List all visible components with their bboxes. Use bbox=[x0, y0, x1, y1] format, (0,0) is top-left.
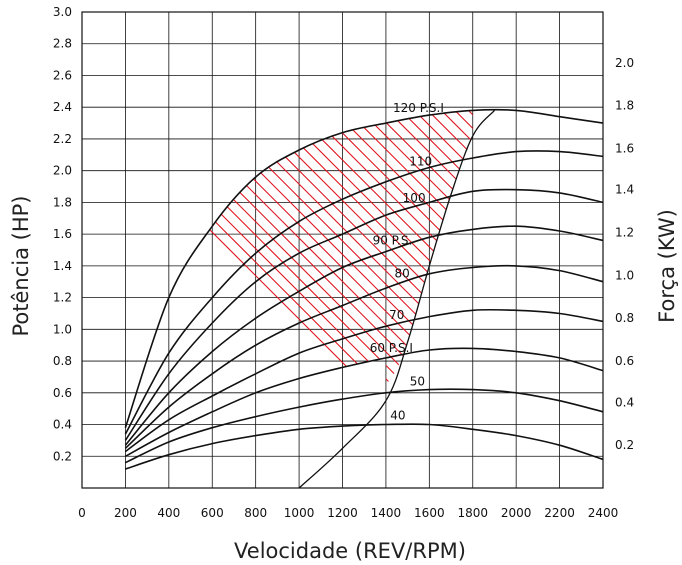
x-axis-title: Velocidade (REV/RPM) bbox=[234, 539, 466, 563]
x-tick-label: 800 bbox=[244, 506, 267, 520]
series-line-110 bbox=[124, 150, 604, 435]
y-tick-label: 2.8 bbox=[53, 37, 72, 51]
y-tick-label: 2.6 bbox=[53, 68, 72, 82]
hatch-line bbox=[248, 110, 473, 457]
series-line-70 bbox=[124, 308, 604, 453]
hatch-line bbox=[221, 110, 473, 457]
series-line-80 bbox=[124, 264, 604, 449]
y2-tick-label: 1.0 bbox=[615, 268, 634, 282]
hatch-line bbox=[140, 110, 473, 457]
y-tick-label: 1.0 bbox=[53, 322, 72, 336]
hatch-line bbox=[125, 110, 473, 457]
hatch-line bbox=[464, 110, 473, 457]
y-tick-label: 1.2 bbox=[53, 291, 72, 305]
hatch-line bbox=[316, 110, 473, 457]
hatch-line bbox=[275, 110, 473, 457]
x-tick-label: 1400 bbox=[371, 506, 402, 520]
series-label-70: 70 bbox=[389, 308, 404, 322]
hatch-line bbox=[343, 110, 473, 457]
hatch-line bbox=[289, 110, 473, 457]
curves: 120 P.S.I 110 100 90 P.S. 80 70 60 P.S.I 50 40 bbox=[124, 101, 604, 489]
hatch-line bbox=[383, 110, 473, 457]
x-tick-label: 2000 bbox=[501, 506, 532, 520]
y2-axis-title: Força (KW) bbox=[655, 209, 679, 323]
boundary-curve bbox=[298, 109, 495, 489]
hatch-line bbox=[302, 110, 473, 457]
hatch-line bbox=[208, 110, 473, 457]
y-tick-label: 1.8 bbox=[53, 195, 72, 209]
y2-tick-label: 0.6 bbox=[615, 354, 634, 368]
series-label-50: 50 bbox=[410, 374, 425, 388]
series-line-90-p-s bbox=[124, 225, 604, 446]
y-tick-label: 2.2 bbox=[53, 132, 72, 146]
hatch-lines bbox=[125, 80, 682, 500]
y-tick-label: 0.4 bbox=[53, 418, 72, 432]
series-label-60-p-s-i: 60 P.S.I bbox=[370, 341, 413, 355]
y2-tick-label: 1.8 bbox=[615, 99, 634, 113]
series-line-40 bbox=[125, 423, 604, 470]
series-line-120-p-s-i bbox=[124, 108, 604, 428]
y2-tick-label: 0.8 bbox=[615, 311, 634, 325]
hatch-line bbox=[154, 110, 473, 457]
x-tick-label: 0 bbox=[78, 506, 86, 520]
y-tick-label: 0.8 bbox=[53, 354, 72, 368]
hatch-line bbox=[127, 110, 473, 457]
grid bbox=[81, 11, 604, 489]
series-line-60-p-s-i bbox=[125, 347, 604, 458]
x-tick-label: 1200 bbox=[327, 506, 358, 520]
series-label-90-p-s: 90 P.S. bbox=[373, 233, 413, 247]
hatch-line bbox=[235, 110, 473, 457]
hatch-line bbox=[424, 110, 473, 457]
y2-tick-label: 1.2 bbox=[615, 226, 634, 240]
y-tick-label: 1.4 bbox=[53, 259, 72, 273]
y2-tick-label: 1.4 bbox=[615, 183, 634, 197]
hatch-line bbox=[125, 110, 473, 457]
hatch-line bbox=[370, 110, 473, 457]
plot-frame bbox=[81, 11, 604, 489]
series-line-50 bbox=[125, 388, 604, 464]
series-label-80: 80 bbox=[395, 267, 410, 281]
y-tick-label: 2.0 bbox=[53, 164, 72, 178]
hatch-line bbox=[125, 110, 473, 457]
x-tick-label: 1800 bbox=[457, 506, 488, 520]
x-tick-label: 2200 bbox=[544, 506, 575, 520]
ticks: 0 200 400 600 800 1000 1200 1400 1600 1800 2000 220… bbox=[53, 5, 634, 520]
y-tick-label: 2.4 bbox=[53, 100, 72, 114]
y2-tick-label: 1.6 bbox=[615, 141, 634, 155]
hatch-line bbox=[356, 110, 473, 457]
x-tick-label: 2400 bbox=[588, 506, 619, 520]
series-label-40: 40 bbox=[390, 409, 405, 423]
y-axis-title: Potência (HP) bbox=[9, 196, 33, 337]
x-tick-label: 400 bbox=[157, 506, 180, 520]
hatch-line bbox=[194, 110, 473, 457]
x-tick-label: 1000 bbox=[284, 506, 315, 520]
x-tick-label: 600 bbox=[201, 506, 224, 520]
y-tick-label: 1.6 bbox=[53, 227, 72, 241]
hatch-line bbox=[437, 110, 473, 457]
x-tick-label: 1600 bbox=[414, 506, 445, 520]
y-tick-label: 0.2 bbox=[53, 449, 72, 463]
hatch-line bbox=[397, 110, 473, 457]
series-label-100: 100 bbox=[403, 191, 426, 205]
hatch-line bbox=[410, 110, 473, 457]
hatch-line bbox=[479, 80, 682, 500]
series-label-120-p-s-i: 120 P.S.I bbox=[393, 101, 444, 115]
hatch-line bbox=[329, 110, 473, 457]
series-label-110: 110 bbox=[409, 154, 432, 168]
x-tick-label: 200 bbox=[114, 506, 137, 520]
y-tick-label: 3.0 bbox=[53, 5, 72, 19]
hatch-line bbox=[451, 110, 473, 457]
series-line-100 bbox=[124, 188, 604, 441]
y-tick-label: 0.6 bbox=[53, 386, 72, 400]
y2-tick-label: 0.2 bbox=[615, 438, 634, 452]
hatch-line bbox=[125, 110, 473, 457]
y2-tick-label: 0.4 bbox=[615, 395, 634, 409]
hatched-region bbox=[125, 80, 682, 500]
y2-tick-label: 2.0 bbox=[615, 56, 634, 70]
